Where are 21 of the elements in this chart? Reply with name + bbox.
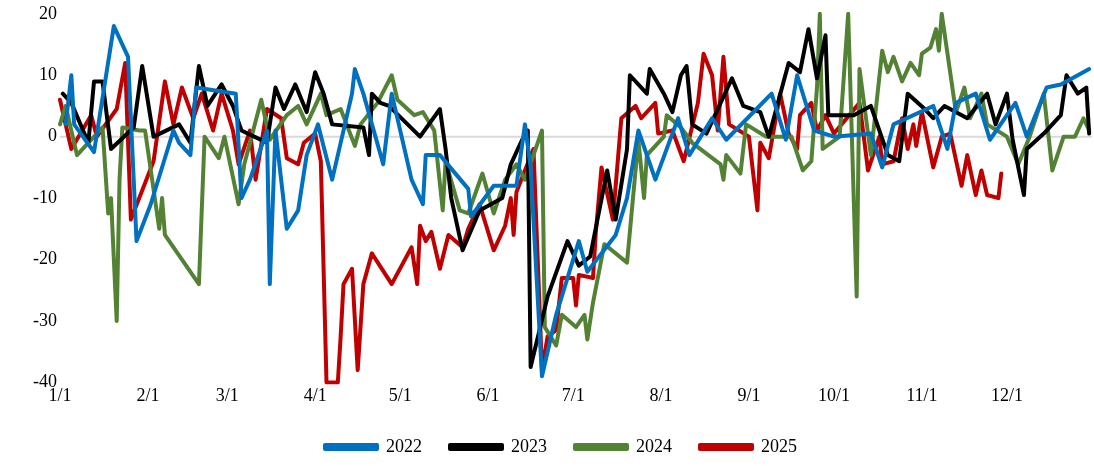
x-tick-label: 4/1 xyxy=(303,384,327,405)
x-tick-label: 11/1 xyxy=(906,384,938,405)
legend-label: 2025 xyxy=(761,435,797,456)
x-tick-label: 12/1 xyxy=(990,384,1023,405)
y-tick-label: -20 xyxy=(32,248,57,269)
y-tick-label: -10 xyxy=(32,186,57,207)
x-tick-label: 7/1 xyxy=(561,384,585,405)
legend-label: 2022 xyxy=(386,435,422,456)
legend-label: 2024 xyxy=(636,435,672,456)
x-tick-label: 2/1 xyxy=(136,384,160,405)
x-tick-label: 6/1 xyxy=(476,384,500,405)
y-tick-label: 0 xyxy=(47,125,57,146)
y-tick-label: 20 xyxy=(38,2,57,23)
x-tick-label: 3/1 xyxy=(215,384,239,405)
x-tick-label: 8/1 xyxy=(649,384,673,405)
y-tick-label: 10 xyxy=(38,63,57,84)
x-tick-label: 9/1 xyxy=(737,384,761,405)
x-tick-label: 10/1 xyxy=(817,384,851,405)
legend-label: 2023 xyxy=(511,435,547,456)
y-tick-label: -30 xyxy=(32,309,57,330)
x-tick-label: 5/1 xyxy=(388,384,412,405)
